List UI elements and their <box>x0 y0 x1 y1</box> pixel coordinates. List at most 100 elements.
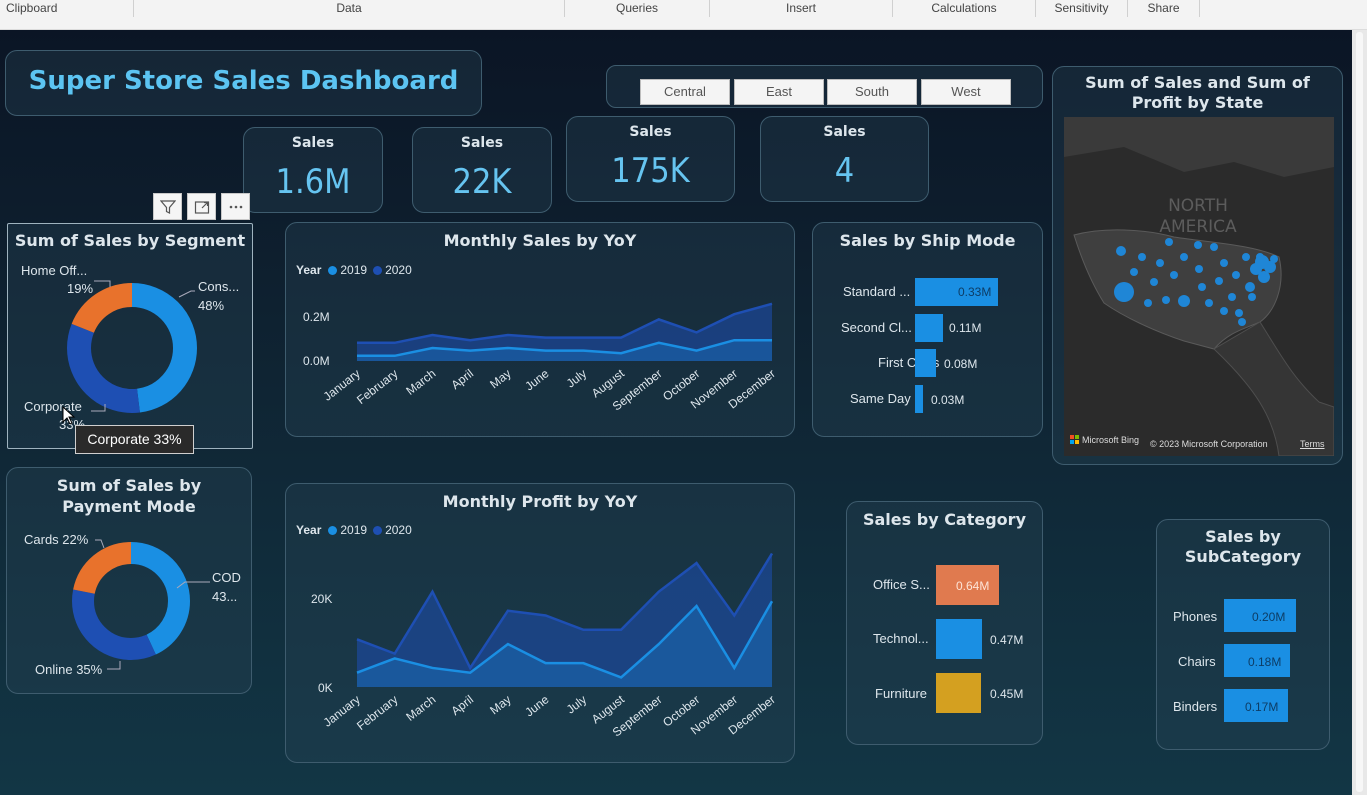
chart-legend: Year 2019 2020 <box>296 263 412 277</box>
filter-icon[interactable] <box>153 193 182 220</box>
bar[interactable] <box>1224 644 1290 677</box>
slicer-option-west[interactable]: West <box>921 79 1011 105</box>
donut-slice-home-office[interactable] <box>67 283 197 413</box>
bar-value-label: 0.64M <box>956 579 990 593</box>
x-tick-label: April <box>448 692 476 718</box>
y-tick: 0K <box>318 681 333 695</box>
series-area-2020[interactable] <box>357 553 772 687</box>
bar-value-label: 0.33M <box>958 285 992 299</box>
series-line-2019[interactable] <box>357 338 772 358</box>
kpi-value: 175K <box>611 151 690 191</box>
visual-header-toolbar <box>153 193 250 220</box>
segment-donut-chart[interactable]: Sum of Sales by Segment Home Off... 19% … <box>7 223 253 449</box>
category-bar-chart[interactable]: Sales by Category Office S... 0.64M Tech… <box>846 501 1043 745</box>
bar[interactable] <box>915 385 923 413</box>
segment-pct: 48% <box>198 298 225 313</box>
slicer-option-east[interactable]: East <box>734 79 824 105</box>
ribbon-group-sensitivity[interactable]: Sensitivity <box>1036 0 1128 17</box>
ribbon-group-calculations[interactable]: Calculations <box>893 0 1036 17</box>
series-area-2020[interactable] <box>357 303 772 361</box>
map-svg: NORTH AMERICA <box>1064 117 1334 456</box>
focus-mode-icon[interactable] <box>187 193 216 220</box>
series-area-2019[interactable] <box>357 601 772 687</box>
legend-item[interactable]: 2020 <box>385 523 412 537</box>
bar[interactable] <box>1224 599 1296 632</box>
legend-item[interactable]: 2019 <box>340 523 368 537</box>
chart-title: Sales by Category <box>862 510 1026 529</box>
bar-value-label: 0.20M <box>1252 610 1286 624</box>
legend-item[interactable]: 2019 <box>340 263 368 277</box>
bar[interactable] <box>936 673 981 713</box>
chart-title: Sales by SubCategory <box>1184 527 1302 566</box>
ribbon-group-data[interactable]: Data <box>134 0 565 17</box>
bar-value-label: 0.03M <box>931 393 965 407</box>
legend-dot-icon <box>328 266 338 275</box>
payment-label: Cards 22% <box>24 532 89 547</box>
chart-legend: Year 2019 2020 <box>296 523 412 537</box>
ribbon-group-share[interactable]: Share <box>1128 0 1200 17</box>
bar-value-label: 0.11M <box>949 321 982 335</box>
x-tick-label: July <box>564 366 589 390</box>
chart-title: Sum of Sales and Sum of Profit by State <box>1085 73 1310 112</box>
segment-label: Corporate <box>24 399 82 414</box>
kpi-card[interactable]: Sales 175K <box>566 116 735 202</box>
kpi-value: 4 <box>834 151 855 191</box>
bar[interactable] <box>915 314 943 342</box>
bar-category-label: Chairs <box>1178 654 1216 669</box>
y-tick: 20K <box>311 592 333 606</box>
bar-value-label: 0.18M <box>1248 655 1282 669</box>
kpi-card[interactable]: Sales 4 <box>760 116 929 202</box>
x-tick-label: March <box>403 692 438 724</box>
bar[interactable] <box>936 619 982 659</box>
vertical-scrollbar[interactable] <box>1352 30 1367 795</box>
series-line-2019[interactable] <box>356 600 774 679</box>
subcategory-bar-chart[interactable]: Sales by SubCategory Phones 0.20M Chairs… <box>1156 519 1330 750</box>
x-tick-label: February <box>354 366 400 407</box>
series-line-2020[interactable] <box>357 302 773 345</box>
leader-line <box>91 404 106 412</box>
x-tick-label: May <box>487 692 513 717</box>
donut-slice-corporate[interactable] <box>67 283 197 413</box>
kpi-card[interactable]: Sales 22K <box>412 127 552 213</box>
legend-item[interactable]: 2020 <box>385 263 412 277</box>
donut-slice-online[interactable] <box>72 542 190 660</box>
ribbon-group-insert[interactable]: Insert <box>710 0 893 17</box>
bar-value-label: 0.17M <box>1245 700 1279 714</box>
segment-label: Home Off... <box>21 263 88 278</box>
ribbon-group-queries[interactable]: Queries <box>565 0 710 17</box>
bar-category-label: Office S... <box>873 577 930 592</box>
series-line-2020[interactable] <box>356 552 774 671</box>
title-card: Super Store Sales Dashboard <box>5 50 482 116</box>
leader-line <box>178 290 195 298</box>
dashboard-title: Super Store Sales Dashboard <box>28 66 459 96</box>
monthly-sales-chart[interactable]: Monthly Sales by YoY Year 2019 2020 0.2M 0… <box>285 222 795 437</box>
map-terms-link[interactable]: Terms <box>1300 439 1325 449</box>
scrollbar-thumb[interactable] <box>1356 32 1363 792</box>
bar-category-label: Same Day <box>850 391 911 406</box>
bar[interactable] <box>915 349 936 377</box>
monthly-profit-chart[interactable]: Monthly Profit by YoY Year 2019 2020 20K 0… <box>285 483 795 763</box>
bar[interactable] <box>915 278 998 306</box>
x-tick-label: February <box>354 692 400 733</box>
kpi-value: 22K <box>452 162 512 202</box>
chart-title: Monthly Sales by YoY <box>443 231 637 250</box>
kpi-label: Sales <box>460 135 504 151</box>
kpi-card[interactable]: Sales 1.6M <box>243 127 383 213</box>
ship-mode-bar-chart[interactable]: Sales by Ship Mode Standard ... 0.33M Se… <box>812 222 1043 437</box>
leader-line <box>176 581 210 589</box>
slicer-option-south[interactable]: South <box>827 79 917 105</box>
ribbon-group-clipboard[interactable]: Clipboard <box>0 0 134 17</box>
payment-donut-chart[interactable]: Sum of Sales by Payment Mode Cards 22% C… <box>6 467 252 694</box>
bar-category-label: Binders <box>1173 699 1218 714</box>
donut-slice-cards[interactable] <box>72 542 190 660</box>
chart-title: Sum of Sales by Payment Mode <box>56 476 202 516</box>
map-region-label: NORTH <box>1168 196 1228 216</box>
bar[interactable] <box>1224 689 1288 722</box>
ribbon: Clipboard Data Queries Insert Calculatio… <box>0 0 1367 30</box>
more-options-icon[interactable] <box>221 193 250 220</box>
region-slicer: Central East South West <box>606 65 1043 108</box>
slicer-option-central[interactable]: Central <box>640 79 730 105</box>
bar[interactable] <box>936 565 999 605</box>
map-canvas[interactable]: NORTH AMERICA Microsoft Bing © 2023 Micr… <box>1064 117 1334 456</box>
